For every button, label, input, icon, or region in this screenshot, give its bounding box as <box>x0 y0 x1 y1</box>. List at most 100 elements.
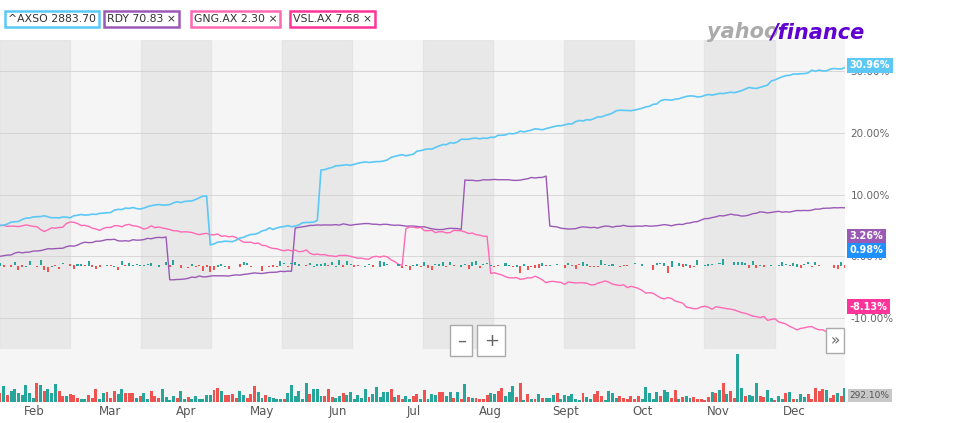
Bar <box>541 398 544 402</box>
Bar <box>79 399 82 402</box>
Bar <box>194 396 197 402</box>
Bar <box>814 262 817 266</box>
Bar <box>36 266 38 267</box>
Bar <box>556 264 558 265</box>
Bar <box>548 265 550 266</box>
Bar <box>589 399 592 402</box>
Bar <box>677 399 680 402</box>
Bar <box>54 384 57 402</box>
Bar <box>61 396 64 402</box>
Bar <box>538 264 540 268</box>
Bar <box>564 40 634 349</box>
Bar <box>360 398 363 402</box>
Bar <box>39 385 42 402</box>
Bar <box>73 266 75 269</box>
Bar <box>548 398 551 402</box>
Bar <box>575 399 578 402</box>
Bar <box>696 398 699 402</box>
Bar <box>187 266 189 268</box>
Bar <box>295 261 297 265</box>
Bar <box>744 396 747 402</box>
Bar <box>564 265 566 269</box>
Bar <box>401 266 403 268</box>
Bar <box>268 266 270 267</box>
Text: 3.26%: 3.26% <box>850 231 884 241</box>
Bar <box>3 265 5 267</box>
Text: Dec: Dec <box>783 405 805 418</box>
Bar <box>567 396 570 402</box>
Bar <box>589 266 591 267</box>
Bar <box>648 393 651 402</box>
Bar <box>124 393 127 402</box>
Bar <box>430 266 433 269</box>
Bar <box>420 398 422 402</box>
Bar <box>106 265 108 266</box>
Bar <box>497 264 499 266</box>
Bar <box>146 264 148 266</box>
Bar <box>209 396 212 402</box>
Bar <box>482 398 484 402</box>
Bar <box>58 266 60 269</box>
Bar <box>468 265 470 269</box>
Bar <box>659 396 662 402</box>
Bar <box>146 399 149 402</box>
Bar <box>331 262 333 266</box>
Bar <box>139 396 141 402</box>
Bar <box>279 261 281 266</box>
Text: RDY 70.83 ×: RDY 70.83 × <box>107 14 176 24</box>
Bar <box>350 264 352 265</box>
Bar <box>567 263 569 266</box>
Bar <box>14 262 16 265</box>
Bar <box>328 265 329 266</box>
Bar <box>597 266 599 267</box>
Bar <box>552 395 555 402</box>
Bar <box>357 265 359 266</box>
Bar <box>711 264 713 265</box>
Bar <box>54 265 56 266</box>
Bar <box>516 265 517 266</box>
Bar <box>803 397 806 402</box>
Bar <box>102 393 105 402</box>
Bar <box>117 266 119 270</box>
Bar <box>704 40 775 349</box>
Bar <box>371 394 374 402</box>
Bar <box>301 399 304 402</box>
Bar <box>393 397 396 402</box>
Bar <box>69 394 72 402</box>
Bar <box>379 397 382 402</box>
Bar <box>497 391 500 402</box>
Bar <box>493 266 495 267</box>
Bar <box>312 389 315 402</box>
Bar <box>32 398 35 402</box>
Bar <box>685 264 687 266</box>
Bar <box>416 394 419 402</box>
Bar <box>338 396 341 402</box>
Bar <box>324 396 327 402</box>
Bar <box>50 266 52 267</box>
Bar <box>135 398 138 402</box>
Bar <box>121 261 123 265</box>
Bar <box>641 399 643 402</box>
Bar <box>397 264 399 266</box>
Bar <box>710 392 713 402</box>
Text: –: – <box>456 332 466 349</box>
Bar <box>663 263 665 266</box>
Bar <box>559 398 562 402</box>
Bar <box>246 398 249 402</box>
Bar <box>693 266 695 267</box>
Bar <box>671 261 672 266</box>
Bar <box>450 262 452 264</box>
Bar <box>818 390 821 402</box>
Bar <box>796 264 798 266</box>
Bar <box>404 396 407 402</box>
Bar <box>663 390 666 402</box>
Text: Nov: Nov <box>706 405 730 418</box>
Bar <box>460 264 462 267</box>
Bar <box>113 266 115 267</box>
Bar <box>807 262 809 264</box>
Bar <box>505 263 507 266</box>
Bar <box>172 261 174 265</box>
Bar <box>416 264 418 266</box>
Bar <box>526 266 529 270</box>
Bar <box>740 388 743 402</box>
